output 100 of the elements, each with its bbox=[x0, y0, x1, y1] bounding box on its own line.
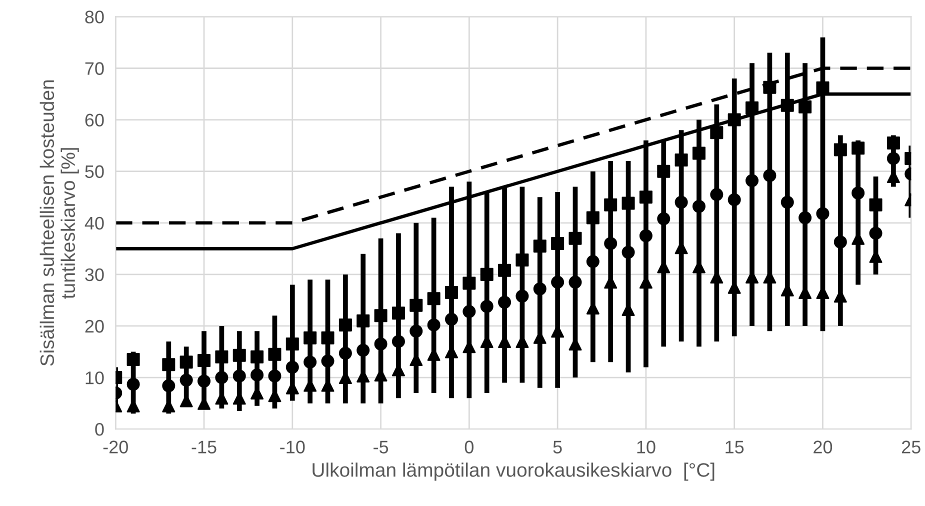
point bbox=[692, 200, 706, 213]
point bbox=[180, 374, 193, 387]
x-tick-label: -10 bbox=[280, 440, 305, 454]
point bbox=[215, 350, 228, 364]
point bbox=[728, 193, 741, 206]
y-tick-label: 20 bbox=[85, 320, 104, 333]
point bbox=[746, 174, 759, 188]
x-tick-label: 0 bbox=[464, 440, 474, 454]
point bbox=[480, 268, 494, 281]
point bbox=[162, 358, 176, 372]
point bbox=[498, 264, 512, 277]
point bbox=[852, 186, 865, 200]
point bbox=[198, 374, 211, 388]
point bbox=[392, 334, 405, 348]
point bbox=[869, 198, 882, 212]
point bbox=[250, 350, 264, 364]
point bbox=[780, 98, 794, 112]
point bbox=[886, 136, 900, 150]
point bbox=[763, 168, 776, 182]
point bbox=[162, 379, 176, 392]
point bbox=[798, 100, 812, 114]
y-tick-label: 10 bbox=[86, 371, 104, 384]
y-axis-title: Sisäilman suhteellisen kosteuden tuntikeskiarvo [%] bbox=[40, 80, 79, 366]
point bbox=[886, 152, 900, 165]
point bbox=[356, 344, 370, 357]
point bbox=[180, 356, 193, 369]
point bbox=[657, 212, 670, 226]
x-tick-label: 15 bbox=[726, 440, 744, 454]
x-tick-label: -15 bbox=[192, 440, 216, 454]
point bbox=[798, 211, 812, 224]
point bbox=[710, 188, 724, 202]
point bbox=[639, 229, 652, 242]
y-tick-label: 80 bbox=[85, 10, 104, 24]
point bbox=[374, 338, 388, 351]
point bbox=[746, 101, 759, 114]
point bbox=[356, 314, 370, 328]
point bbox=[126, 378, 140, 391]
point bbox=[321, 331, 334, 344]
x-tick-label: -20 bbox=[103, 440, 128, 454]
point bbox=[586, 211, 600, 224]
point bbox=[462, 305, 476, 318]
point bbox=[268, 369, 282, 382]
point bbox=[604, 198, 618, 212]
point bbox=[462, 276, 476, 290]
point bbox=[516, 254, 529, 267]
point bbox=[286, 338, 299, 351]
point bbox=[816, 207, 830, 220]
point bbox=[445, 286, 458, 299]
point bbox=[834, 235, 847, 248]
point bbox=[392, 306, 405, 320]
x-tick-label: -5 bbox=[374, 440, 388, 454]
point bbox=[568, 276, 582, 289]
y-tick-label: 70 bbox=[85, 62, 104, 75]
point bbox=[232, 348, 246, 362]
point bbox=[763, 80, 776, 94]
point bbox=[338, 346, 352, 360]
point bbox=[551, 237, 564, 250]
point bbox=[816, 81, 830, 94]
y-tick-label: 30 bbox=[85, 268, 104, 282]
point bbox=[232, 369, 246, 382]
y-tick-label: 0 bbox=[95, 423, 104, 436]
point bbox=[533, 282, 546, 296]
point bbox=[728, 113, 741, 126]
point bbox=[551, 276, 564, 289]
y-tick-label: 40 bbox=[84, 216, 104, 230]
point bbox=[533, 240, 546, 253]
point bbox=[604, 237, 618, 250]
point bbox=[674, 196, 688, 209]
point bbox=[692, 146, 706, 160]
point bbox=[516, 290, 529, 303]
x-tick-label: 20 bbox=[814, 440, 832, 454]
point bbox=[410, 298, 423, 312]
point bbox=[498, 296, 512, 309]
point bbox=[834, 143, 847, 156]
point bbox=[250, 368, 264, 382]
point bbox=[126, 352, 140, 366]
point bbox=[374, 309, 388, 322]
point bbox=[674, 154, 688, 167]
x-tick-label: 25 bbox=[902, 440, 920, 454]
y-tick-label: 50 bbox=[85, 165, 104, 178]
point bbox=[427, 292, 440, 306]
point bbox=[304, 331, 317, 344]
point bbox=[268, 348, 282, 361]
point bbox=[639, 190, 652, 204]
point bbox=[622, 196, 635, 210]
point bbox=[304, 356, 317, 369]
point bbox=[427, 318, 440, 332]
point bbox=[410, 324, 423, 338]
x-tick-label: 10 bbox=[637, 440, 656, 454]
point bbox=[657, 164, 670, 178]
point bbox=[622, 246, 635, 259]
point bbox=[852, 142, 865, 155]
point bbox=[215, 371, 228, 384]
point bbox=[869, 226, 882, 240]
x-tick-label: 5 bbox=[553, 440, 562, 454]
point bbox=[286, 360, 299, 374]
point bbox=[586, 255, 600, 268]
point bbox=[338, 318, 352, 332]
y-tick-label: 60 bbox=[85, 114, 104, 127]
point bbox=[710, 126, 724, 140]
